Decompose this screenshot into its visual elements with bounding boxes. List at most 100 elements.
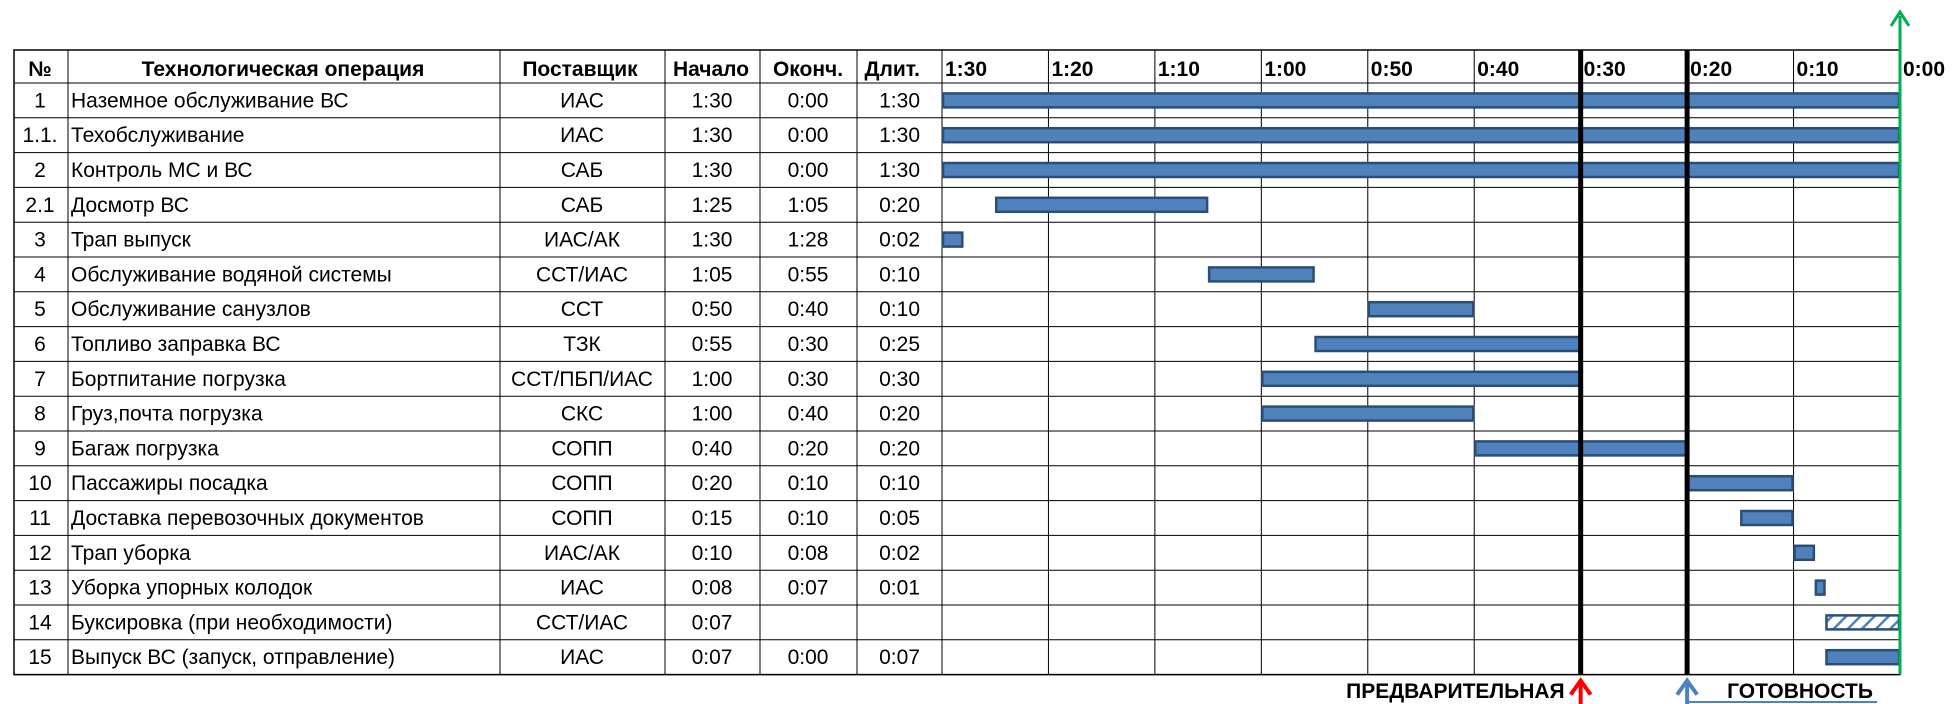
row-duration: 0:20 [879, 403, 920, 426]
row-start: 1:25 [692, 194, 733, 217]
x-tick-label: 1:20 [1051, 58, 1093, 81]
row-provider: ССТ/ИАС [536, 611, 628, 634]
row-start: 0:10 [692, 542, 733, 565]
departure-arrow-icon [1889, 9, 1911, 27]
row-duration: 0:01 [879, 577, 920, 600]
row-num: 8 [34, 403, 46, 426]
row-operation: Топливо заправка ВС [71, 333, 281, 356]
row-end: 0:08 [788, 542, 829, 565]
row-end: 0:40 [788, 403, 829, 426]
row-end: 1:05 [788, 194, 829, 217]
row-num: 12 [28, 542, 51, 565]
row-num: 10 [28, 472, 51, 495]
x-tick-label: 1:10 [1158, 58, 1200, 81]
row-provider: САБ [561, 159, 604, 182]
row-start: 0:15 [692, 507, 733, 530]
header-duration: Длит. [865, 58, 920, 81]
row-duration: 0:10 [879, 472, 920, 495]
row-num: 6 [34, 333, 46, 356]
row-num: 5 [34, 298, 46, 321]
row-num: 1.1. [22, 124, 57, 147]
row-end: 0:30 [788, 333, 829, 356]
row-provider: ССТ/ИАС [536, 263, 628, 286]
row-operation: Доставка перевозочных документов [71, 507, 424, 530]
row-start: 1:05 [692, 263, 733, 286]
row-duration: 0:25 [879, 333, 920, 356]
row-duration: 1:30 [879, 89, 920, 112]
row-provider: СОПП [551, 507, 612, 530]
row-provider: ИАС/АК [544, 229, 621, 252]
row-provider: СОПП [551, 437, 612, 460]
row-duration: 0:10 [879, 298, 920, 321]
row-operation: Буксировка (при необходимости) [71, 611, 392, 634]
row-start: 1:00 [692, 368, 733, 391]
marker-arrow-icon [1569, 677, 1593, 696]
header-num: № [28, 58, 51, 81]
row-provider: САБ [561, 194, 604, 217]
row-duration: 0:02 [879, 229, 920, 252]
row-start: 1:30 [692, 89, 733, 112]
row-num: 14 [28, 611, 52, 634]
row-end: 1:28 [788, 229, 829, 252]
row-operation: Техобслуживание [71, 124, 244, 147]
row-provider: ИАС [560, 646, 604, 669]
row-start: 1:30 [692, 124, 733, 147]
row-operation: Контроль МС и ВС [71, 159, 253, 182]
table-text: № Технологическая операция Поставщик Нач… [22, 58, 920, 669]
gantt-bar [941, 161, 1901, 179]
row-provider: ИАС/АК [544, 542, 621, 565]
header-operation: Технологическая операция [142, 58, 425, 81]
row-start: 0:07 [692, 646, 733, 669]
gantt-bar [1261, 370, 1581, 388]
gantt-bar [1686, 474, 1794, 492]
header-provider: Поставщик [522, 58, 638, 81]
gantt-bar [1793, 544, 1816, 562]
row-num: 9 [34, 437, 46, 460]
x-tick-label: 0:00 [1903, 58, 1945, 81]
row-provider: ИАС [560, 124, 604, 147]
gantt-bar [1740, 509, 1794, 527]
row-start: 0:20 [692, 472, 733, 495]
row-start: 0:07 [692, 611, 733, 634]
row-start: 1:30 [692, 159, 733, 182]
row-start: 0:08 [692, 577, 733, 600]
row-operation: Обслуживание водяной системы [71, 263, 392, 286]
row-provider: ССТ [561, 298, 604, 321]
gantt-bar [941, 231, 964, 248]
row-operation: Трап выпуск [71, 229, 192, 252]
row-num: 7 [34, 368, 46, 391]
row-operation: Досмотр ВС [71, 194, 189, 217]
gantt-bar [1825, 614, 1901, 631]
row-duration: 0:07 [879, 646, 920, 669]
gantt-bar [1825, 648, 1901, 666]
header-end: Оконч. [773, 58, 843, 81]
bar-layer [941, 92, 1901, 666]
row-num: 15 [28, 646, 51, 669]
row-end: 0:40 [788, 298, 829, 321]
header-start: Начало [673, 58, 749, 81]
marker-arrow-icon [1675, 677, 1699, 696]
row-duration: 0:30 [879, 368, 920, 391]
time-markers: ПРЕДВАРИТЕЛЬНАЯ ГОТОВНОСТЬ [1346, 9, 1911, 704]
gantt-bar [1367, 300, 1475, 318]
x-tick-label: 0:10 [1797, 58, 1839, 81]
row-operation: Бортпитание погрузка [71, 368, 286, 391]
row-end: 0:00 [788, 124, 829, 147]
row-duration: 0:10 [879, 263, 920, 286]
row-end: 0:10 [788, 472, 829, 495]
gantt-bar [941, 92, 1901, 109]
row-duration: 0:05 [879, 507, 920, 530]
row-provider: ИАС [560, 89, 604, 112]
gantt-bar [1261, 405, 1475, 422]
row-operation: Груз,почта погрузка [71, 403, 263, 426]
x-tick-label: 0:40 [1477, 58, 1519, 81]
x-tick-label: 0:20 [1690, 58, 1732, 81]
row-num: 1 [34, 89, 46, 112]
x-tick-label: 1:00 [1264, 58, 1306, 81]
row-duration: 1:30 [879, 124, 920, 147]
row-start: 0:40 [692, 437, 733, 460]
row-end: 0:00 [788, 159, 829, 182]
row-operation: Багаж погрузка [71, 437, 219, 460]
row-num: 2.1 [25, 194, 54, 217]
